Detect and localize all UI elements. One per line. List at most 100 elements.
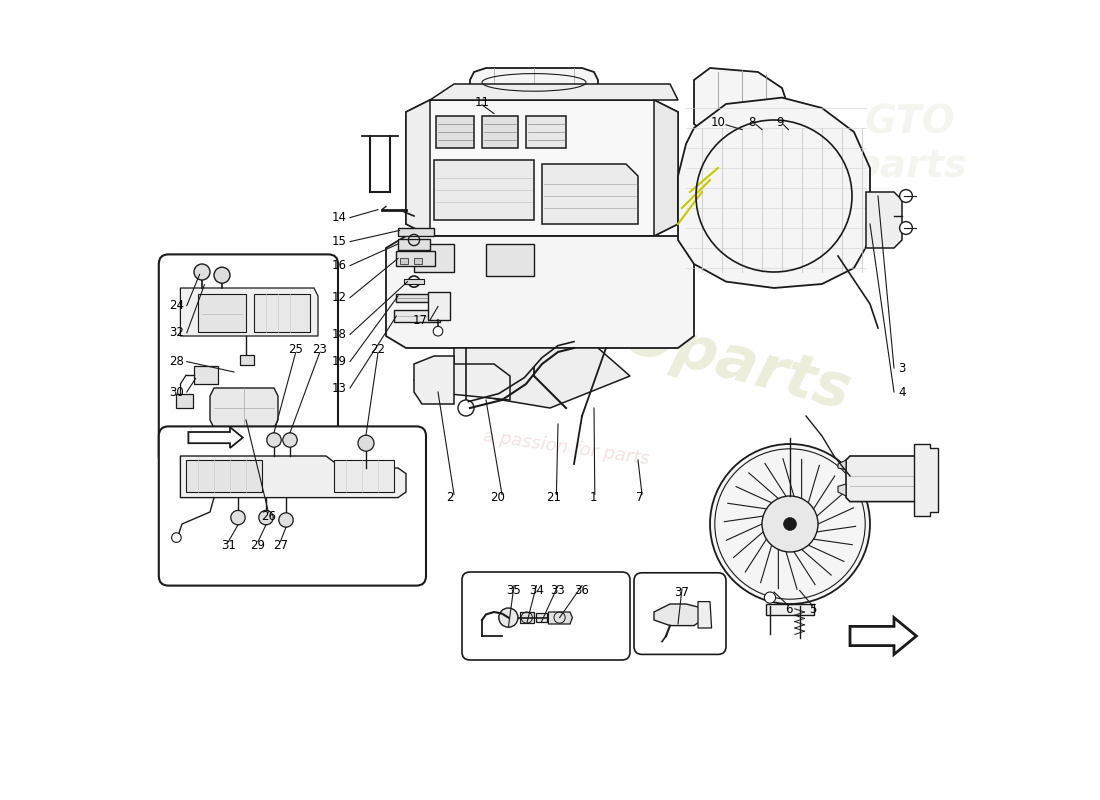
Text: 37: 37 xyxy=(674,586,690,598)
Bar xyxy=(398,239,430,250)
Bar xyxy=(405,279,424,284)
Polygon shape xyxy=(549,612,572,624)
Circle shape xyxy=(900,190,912,202)
Text: 8: 8 xyxy=(749,116,756,129)
Polygon shape xyxy=(414,244,454,272)
Text: 2: 2 xyxy=(447,491,453,504)
Polygon shape xyxy=(437,116,474,148)
Polygon shape xyxy=(482,116,518,148)
Text: 34: 34 xyxy=(529,584,543,597)
Polygon shape xyxy=(654,604,702,626)
Circle shape xyxy=(458,400,474,416)
Text: 30: 30 xyxy=(169,386,184,398)
Text: 36: 36 xyxy=(574,584,590,597)
Text: 12: 12 xyxy=(332,291,348,304)
Bar xyxy=(186,460,262,492)
Polygon shape xyxy=(188,427,243,448)
Circle shape xyxy=(258,510,273,525)
Bar xyxy=(254,294,310,332)
Text: 21: 21 xyxy=(547,491,561,504)
Polygon shape xyxy=(846,456,926,502)
Polygon shape xyxy=(838,460,846,470)
Circle shape xyxy=(762,496,818,552)
Bar xyxy=(198,294,246,332)
Text: 32: 32 xyxy=(169,326,184,339)
Text: 35: 35 xyxy=(507,584,521,597)
Polygon shape xyxy=(678,98,870,288)
Polygon shape xyxy=(526,116,566,148)
Polygon shape xyxy=(210,388,278,428)
Text: 4: 4 xyxy=(899,386,905,398)
Text: 22: 22 xyxy=(371,343,385,356)
Polygon shape xyxy=(430,84,678,100)
Text: 19: 19 xyxy=(332,355,348,368)
Text: 3: 3 xyxy=(899,362,905,374)
Bar xyxy=(400,258,408,264)
Text: 15: 15 xyxy=(332,235,346,248)
Polygon shape xyxy=(406,100,430,236)
Text: 28: 28 xyxy=(169,355,184,368)
Text: 5: 5 xyxy=(808,603,816,616)
Text: 25: 25 xyxy=(288,343,302,356)
Text: 17: 17 xyxy=(412,314,428,326)
FancyBboxPatch shape xyxy=(158,254,338,466)
Text: 27: 27 xyxy=(273,539,288,552)
Circle shape xyxy=(783,518,796,530)
Circle shape xyxy=(900,222,912,234)
Text: 13: 13 xyxy=(332,382,346,394)
Text: 29: 29 xyxy=(251,539,265,552)
Text: GTOparts: GTOparts xyxy=(530,282,858,422)
Polygon shape xyxy=(414,364,510,400)
Text: 31: 31 xyxy=(221,539,235,552)
Polygon shape xyxy=(470,68,598,98)
Text: 26: 26 xyxy=(261,510,276,522)
Polygon shape xyxy=(180,288,318,336)
Bar xyxy=(414,258,422,264)
Circle shape xyxy=(278,513,294,527)
FancyBboxPatch shape xyxy=(462,572,630,660)
Polygon shape xyxy=(454,348,630,408)
Text: GTO
parts: GTO parts xyxy=(852,103,968,185)
Text: 11: 11 xyxy=(474,96,490,109)
Bar xyxy=(396,251,435,266)
Text: 20: 20 xyxy=(491,491,505,504)
Polygon shape xyxy=(406,100,678,236)
Polygon shape xyxy=(396,294,437,302)
Bar xyxy=(240,355,254,365)
Text: 6: 6 xyxy=(784,603,792,616)
Polygon shape xyxy=(542,164,638,224)
Text: 16: 16 xyxy=(332,259,348,272)
Text: 23: 23 xyxy=(312,343,327,356)
Polygon shape xyxy=(398,228,434,236)
Polygon shape xyxy=(180,456,406,498)
Bar xyxy=(194,366,218,384)
Polygon shape xyxy=(850,618,916,654)
Polygon shape xyxy=(394,310,440,322)
Text: 9: 9 xyxy=(776,116,783,129)
Text: a passion for parts: a passion for parts xyxy=(482,427,650,469)
Polygon shape xyxy=(414,356,454,404)
Text: 7: 7 xyxy=(636,491,644,504)
Polygon shape xyxy=(866,192,902,248)
Text: 14: 14 xyxy=(332,211,348,224)
Bar xyxy=(519,612,534,623)
Circle shape xyxy=(358,435,374,451)
Circle shape xyxy=(267,433,282,447)
Circle shape xyxy=(194,264,210,280)
Polygon shape xyxy=(698,602,712,628)
Polygon shape xyxy=(486,244,534,276)
Polygon shape xyxy=(428,292,450,320)
Text: 24: 24 xyxy=(169,299,184,312)
FancyBboxPatch shape xyxy=(158,426,426,586)
Circle shape xyxy=(231,510,245,525)
Circle shape xyxy=(433,326,443,336)
Text: 33: 33 xyxy=(551,584,565,597)
FancyBboxPatch shape xyxy=(634,573,726,654)
Circle shape xyxy=(710,444,870,604)
Bar xyxy=(536,613,547,622)
Polygon shape xyxy=(386,236,694,348)
Polygon shape xyxy=(654,100,678,236)
Polygon shape xyxy=(434,160,534,220)
Circle shape xyxy=(214,267,230,283)
Bar xyxy=(176,394,194,408)
